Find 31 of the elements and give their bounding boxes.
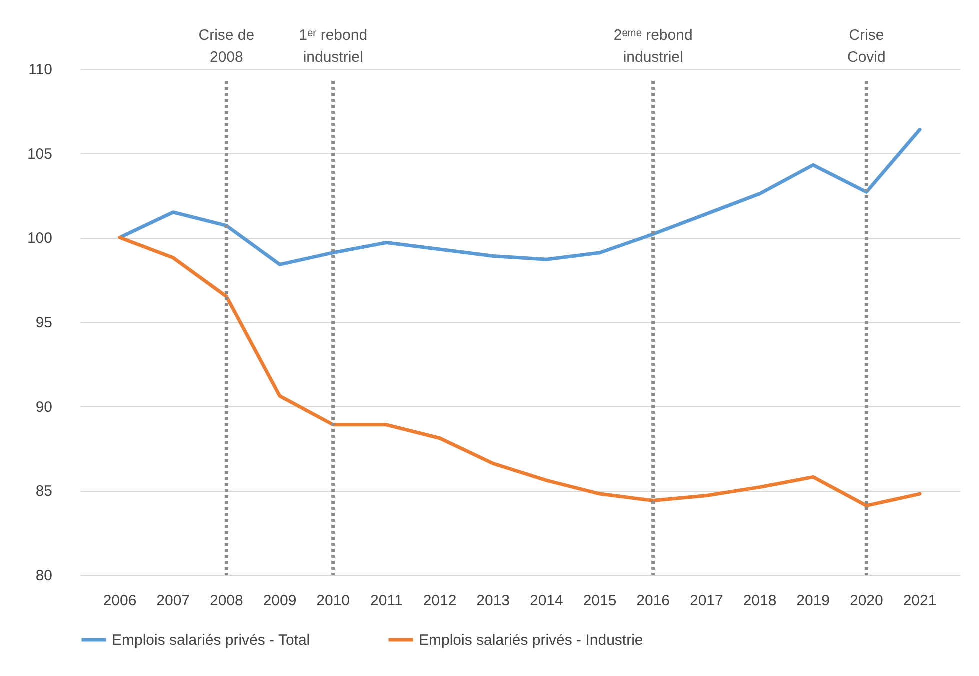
ref-line-label: Crise de 2008 xyxy=(198,27,255,66)
x-tick-label: 2016 xyxy=(636,592,670,610)
y-tick-label: 90 xyxy=(36,398,52,416)
x-tick-label: 2009 xyxy=(263,592,297,610)
x-tick-label: 2017 xyxy=(690,592,724,610)
y-tick-label: 95 xyxy=(36,314,52,332)
x-tick-label: 2006 xyxy=(103,592,137,610)
x-tick-label: 2007 xyxy=(156,592,190,610)
y-tick-label: 110 xyxy=(28,62,52,78)
x-tick-label: 2013 xyxy=(476,592,510,610)
x-tick-label: 2019 xyxy=(796,592,830,610)
line-series xyxy=(118,236,922,508)
ref-line-label: 2ᵉᵐᵉ rebond industriel xyxy=(614,27,693,66)
x-tick-label: 2012 xyxy=(423,592,457,610)
legend-label: Emplois salariés privés - Total xyxy=(112,632,310,649)
y-tick-label: 105 xyxy=(27,146,52,163)
x-tick-label: 2011 xyxy=(370,592,403,610)
ref-line-label: Crise Covid xyxy=(847,27,886,66)
x-tick-label: 2008 xyxy=(210,592,244,610)
x-tick-label: 2015 xyxy=(583,592,617,610)
x-tick-label: 2014 xyxy=(530,592,564,610)
y-tick-label: 100 xyxy=(27,230,52,248)
legend-label: Emplois salariés privés - Industrie xyxy=(419,632,644,649)
x-tick-label: 2020 xyxy=(850,592,884,610)
x-tick-label: 2018 xyxy=(743,592,777,610)
x-tick-label: 2021 xyxy=(903,592,937,610)
y-tick-label: 85 xyxy=(36,483,52,500)
line-series xyxy=(118,128,922,266)
y-tick-label: 80 xyxy=(36,568,52,584)
x-tick-label: 2010 xyxy=(316,592,350,610)
ref-line-label: 1ᵉʳ rebond industriel xyxy=(299,27,368,66)
